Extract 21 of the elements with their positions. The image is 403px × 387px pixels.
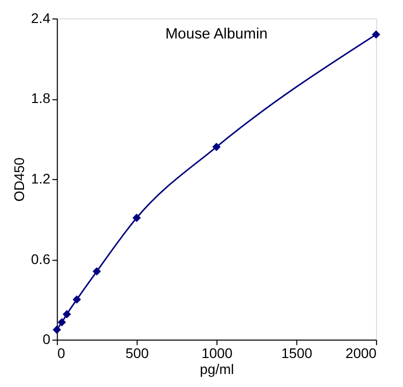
point	[52, 326, 62, 334]
point	[212, 142, 221, 152]
x-axis-title: pg/ml	[200, 361, 234, 378]
point	[58, 318, 66, 326]
y-axis-title: OD450	[10, 157, 27, 202]
point	[62, 310, 72, 318]
y-tick-label: 0	[42, 331, 51, 348]
point	[372, 30, 380, 39]
chart-title: Mouse Albumin	[165, 25, 268, 42]
y-tick-label: 1.8	[30, 90, 51, 106]
point	[132, 214, 141, 222]
y-tick-label: 0.6	[30, 250, 51, 267]
x-tick-label: 1000	[201, 345, 233, 362]
x-tick-label: 500	[126, 345, 150, 362]
point	[72, 295, 81, 304]
point	[92, 267, 101, 276]
y-tick-label: 2.4	[30, 10, 51, 26]
y-tick-label: 1.2	[30, 170, 51, 187]
x-tick-label: 0	[57, 345, 66, 362]
x-tick-label: 2000	[346, 345, 377, 362]
x-tick-label: 1500	[281, 345, 313, 362]
